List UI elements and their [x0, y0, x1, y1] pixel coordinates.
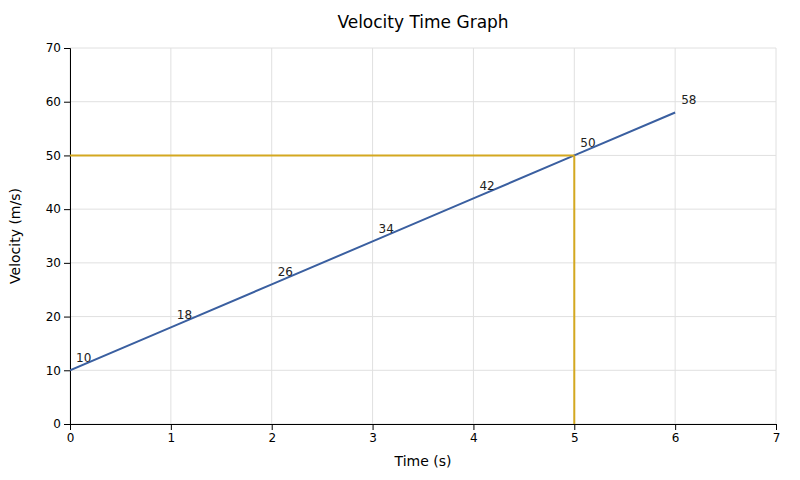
tick-mark — [64, 317, 70, 318]
tick-label: 10 — [46, 364, 61, 378]
grid-line — [271, 48, 272, 424]
tick: 0 — [67, 424, 75, 445]
tick-label: 20 — [46, 310, 61, 324]
tick: 6 — [672, 424, 680, 445]
line — [573, 155, 575, 424]
data-label: 50 — [580, 136, 595, 150]
data-label: 26 — [278, 265, 293, 279]
tick: 50 — [46, 149, 70, 163]
tick-mark — [473, 424, 474, 430]
data-label: 42 — [479, 179, 494, 193]
tick-label: 1 — [168, 431, 176, 445]
x-axis-title: Time (s) — [394, 453, 452, 469]
line — [70, 154, 574, 156]
plot: 0123456701020304050607010182634425058 — [46, 41, 781, 444]
tick-mark — [64, 48, 70, 49]
tick-label: 5 — [571, 431, 579, 445]
chart: 0123456701020304050607010182634425058Vel… — [0, 0, 800, 480]
tick-label: 40 — [46, 202, 61, 216]
grid-line — [70, 370, 776, 371]
tick-label: 50 — [46, 149, 61, 163]
tick-label: 3 — [369, 431, 377, 445]
line — [70, 112, 675, 370]
tick-mark — [64, 209, 70, 210]
tick: 60 — [46, 95, 70, 109]
grid-line — [70, 262, 776, 263]
tick: 0 — [53, 417, 70, 431]
tick: 3 — [369, 424, 377, 445]
marks — [70, 112, 675, 424]
tick-mark — [64, 370, 70, 371]
y-axis: 0 10 20 30 40 50 60 70 — [46, 41, 71, 431]
tick-label: 70 — [46, 41, 61, 55]
tick: 20 — [46, 310, 70, 324]
grid-line — [70, 101, 776, 102]
y-axis-title: Velocity (m/s) — [7, 188, 23, 284]
tick-mark — [171, 424, 172, 430]
grid-line — [70, 209, 776, 210]
tick-mark — [64, 424, 70, 425]
tick-mark — [675, 424, 676, 430]
data-label: 18 — [177, 308, 192, 322]
grid-line — [776, 48, 777, 424]
tick-mark — [64, 155, 70, 156]
tick-label: 6 — [672, 431, 680, 445]
tick: 7 — [773, 424, 781, 445]
tick: 5 — [571, 424, 579, 445]
grid — [70, 48, 776, 424]
tick-mark — [272, 424, 273, 430]
tick-label: 60 — [46, 95, 61, 109]
tick-mark — [574, 424, 575, 430]
tick-label: 7 — [773, 431, 781, 445]
data-label: 10 — [76, 351, 91, 365]
tick: 40 — [46, 202, 70, 216]
grid-line — [170, 48, 171, 424]
tick: 4 — [470, 424, 478, 445]
tick-label: 0 — [67, 431, 75, 445]
tick-label: 2 — [268, 431, 276, 445]
data-labels: 10 18 26 34 42 50 58 — [76, 93, 696, 365]
tick: 1 — [168, 424, 176, 445]
tick: 70 — [46, 41, 70, 55]
grid-line — [372, 48, 373, 424]
grid-line — [70, 48, 776, 49]
tick: 30 — [46, 256, 70, 270]
data-label: 34 — [379, 222, 394, 236]
tick-mark — [64, 263, 70, 264]
grid-line — [675, 48, 676, 424]
data-label: 58 — [681, 93, 696, 107]
tick-label: 0 — [53, 417, 61, 431]
tick-label: 4 — [470, 431, 478, 445]
grid-line — [70, 155, 776, 156]
axis-line — [71, 425, 777, 431]
tick-mark — [776, 424, 777, 430]
tick-label: 30 — [46, 256, 61, 270]
tick-mark — [64, 102, 70, 103]
tick: 2 — [268, 424, 276, 445]
title: Velocity Time Graph — [337, 12, 508, 32]
tick-mark — [373, 424, 374, 430]
axis-line — [64, 49, 71, 425]
x-axis: 0 1 2 3 4 5 6 7 — [67, 424, 781, 445]
grid-line — [574, 48, 575, 424]
tick: 10 — [46, 364, 70, 378]
grid-line — [473, 48, 474, 424]
